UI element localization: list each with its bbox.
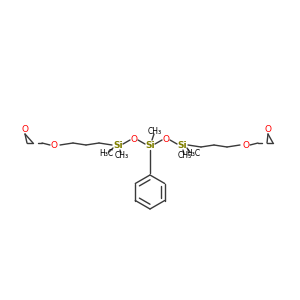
Text: CH₃: CH₃ [115, 151, 129, 160]
Text: O: O [265, 124, 272, 134]
Text: H₃C: H₃C [186, 149, 200, 158]
Text: Si: Si [145, 140, 155, 149]
Text: O: O [130, 136, 137, 145]
Text: Si: Si [177, 140, 187, 149]
Text: O: O [163, 136, 170, 145]
Text: O: O [50, 140, 58, 149]
Text: O: O [22, 124, 28, 134]
Text: CH₃: CH₃ [178, 152, 192, 160]
Text: CH₃: CH₃ [148, 127, 162, 136]
Text: O: O [242, 140, 250, 149]
Text: Si: Si [113, 140, 123, 149]
Text: H₃C: H₃C [99, 149, 113, 158]
